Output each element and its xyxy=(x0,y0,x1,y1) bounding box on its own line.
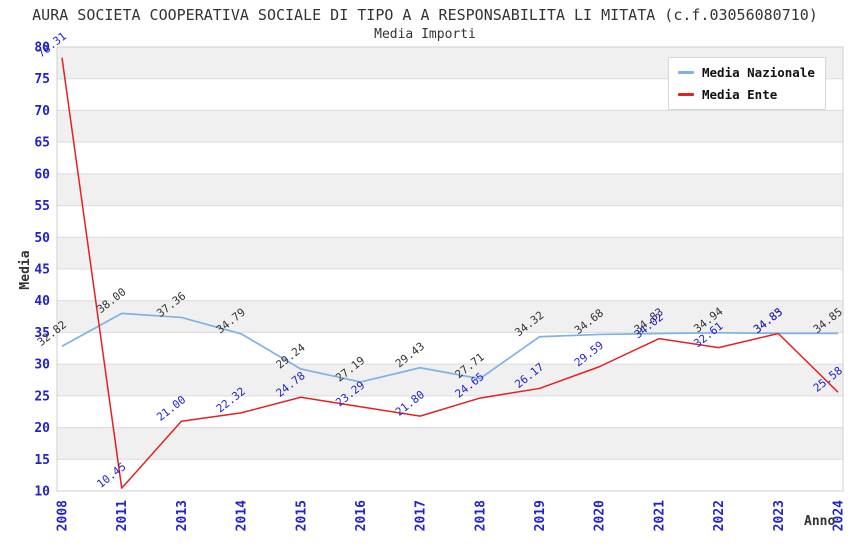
y-axis-label: Media xyxy=(18,250,33,290)
legend: Media Nazionale Media Ente xyxy=(668,57,826,110)
line-swatch-icon xyxy=(678,93,694,96)
y-tick-label: 15 xyxy=(34,453,50,468)
y-axis-ticks: 10 15 20 25 30 35 40 45 50 55 60 65 70 75 80 xyxy=(34,41,50,500)
series-line-media-ente xyxy=(61,57,839,489)
y-tick-label: 10 xyxy=(34,485,50,500)
legend-item-media-nazionale: Media Nazionale xyxy=(678,65,815,80)
legend-label: Media Nazionale xyxy=(702,65,815,80)
x-tick-label: 2022 xyxy=(712,500,727,531)
point-label: 21.00 xyxy=(154,393,188,424)
x-tick-label: 2018 xyxy=(473,500,488,531)
plot-border xyxy=(56,46,844,492)
x-tick-label: 2017 xyxy=(414,500,429,531)
point-label: 32.82 xyxy=(35,318,69,349)
legend-item-media-ente: Media Ente xyxy=(678,87,815,102)
line-swatch-icon xyxy=(678,71,694,74)
y-tick-label: 50 xyxy=(34,231,50,246)
x-axis-ticks: 2008 2011 2013 2014 2015 2016 2017 2018 2019 2020… xyxy=(56,500,847,531)
x-tick-label: 2023 xyxy=(772,500,787,531)
x-tick-label: 2024 xyxy=(832,500,847,531)
y-tick-label: 45 xyxy=(34,263,50,278)
x-tick-label: 2021 xyxy=(652,500,667,531)
y-tick-label: 80 xyxy=(34,41,50,56)
chart-subtitle: Media Importi xyxy=(374,27,476,42)
x-tick-label: 2020 xyxy=(593,500,608,531)
y-tick-label: 20 xyxy=(34,421,50,436)
x-tick-label: 2019 xyxy=(533,500,548,531)
y-tick-label: 70 xyxy=(34,104,50,119)
x-tick-label: 2013 xyxy=(175,500,190,531)
y-tick-label: 60 xyxy=(34,167,50,182)
y-tick-label: 75 xyxy=(34,72,50,87)
x-tick-label: 2008 xyxy=(56,500,71,531)
y-tick-label: 35 xyxy=(34,326,50,341)
y-tick-label: 55 xyxy=(34,199,50,214)
y-tick-label: 40 xyxy=(34,294,50,309)
series-line-media-nazionale xyxy=(61,312,838,383)
y-tick-label: 30 xyxy=(34,358,50,373)
x-tick-label: 2015 xyxy=(294,500,309,531)
x-tick-label: 2011 xyxy=(115,500,130,531)
x-tick-label: 2016 xyxy=(354,500,369,531)
y-tick-label: 25 xyxy=(34,389,50,404)
chart-title: AURA SOCIETA COOPERATIVA SOCIALE DI TIPO… xyxy=(32,6,818,24)
x-axis-label: Anno xyxy=(804,514,836,529)
plot-bands xyxy=(57,47,843,460)
legend-label: Media Ente xyxy=(702,87,778,102)
y-tick-label: 65 xyxy=(34,136,50,151)
x-tick-label: 2014 xyxy=(235,500,250,531)
